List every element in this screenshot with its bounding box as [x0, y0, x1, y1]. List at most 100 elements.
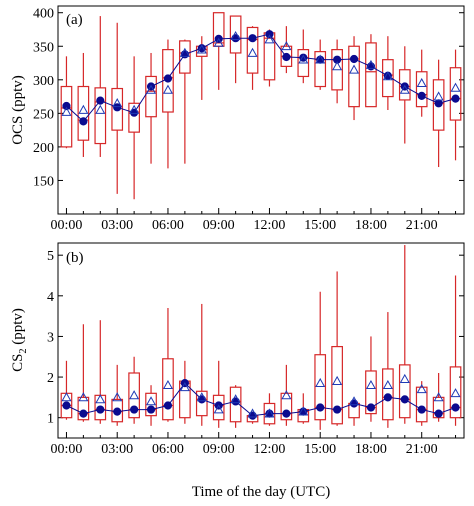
panel-b-ylabel: CS2 (pptv) — [10, 308, 29, 372]
iqr-box — [415, 71, 428, 108]
box-hour-15 — [314, 39, 327, 90]
triangle-point — [399, 373, 410, 383]
iqr-box — [382, 59, 394, 98]
box-hour-9 — [212, 12, 225, 90]
triangle-point — [162, 379, 174, 390]
triangle-point — [382, 379, 393, 390]
xtick-label: 15:00 — [304, 218, 336, 233]
box-hour-17 — [348, 36, 360, 121]
box-hour-10 — [229, 385, 242, 428]
triangle-point — [281, 390, 292, 400]
triangle-point — [95, 104, 106, 114]
xtick-label: 12:00 — [254, 218, 286, 233]
mean-point — [333, 55, 342, 64]
triangle-point — [450, 82, 461, 92]
iqr-box — [432, 79, 445, 131]
triangle-point — [61, 392, 72, 402]
triangle-point — [450, 388, 461, 398]
box-hour-3 — [111, 364, 124, 426]
box-hour-1 — [77, 324, 90, 422]
triangle-point — [281, 41, 292, 51]
triangle-point — [112, 98, 123, 108]
triangle-point — [78, 392, 89, 402]
triangle-point — [230, 394, 241, 404]
xtick-label: 06:00 — [152, 218, 184, 233]
triangle-point — [315, 54, 326, 64]
iqr-box — [179, 40, 191, 74]
triangle-point — [196, 44, 207, 54]
xtick-label: 18:00 — [355, 218, 387, 233]
panel-b-label: (b) — [66, 250, 84, 266]
mean-point — [333, 405, 342, 414]
iqr-box — [145, 392, 157, 417]
triangle-point — [433, 91, 444, 101]
iqr-box — [77, 396, 90, 421]
mean-point — [248, 34, 257, 43]
iqr-box — [382, 368, 394, 421]
iqr-box — [415, 386, 428, 423]
mean-point — [282, 52, 291, 62]
iqr-box — [365, 42, 377, 108]
panel-b-ylabel-sub: 2 — [18, 349, 29, 354]
iqr-box — [195, 390, 208, 417]
triangle-point — [382, 71, 393, 81]
box-hour-20 — [398, 46, 411, 144]
box-hour-18 — [365, 34, 377, 108]
triangle-point — [145, 396, 157, 406]
mean-point — [130, 405, 139, 414]
panel-b-frame — [57, 242, 465, 439]
box-hour-9 — [212, 360, 225, 428]
ytick-label: 3 — [47, 330, 54, 345]
triangle-point — [129, 104, 140, 114]
mean-point — [451, 403, 460, 412]
mean-line — [66, 33, 456, 123]
box-hour-0 — [60, 360, 73, 420]
xtick-label: 06:00 — [152, 442, 184, 457]
iqr-box — [365, 370, 377, 415]
triangle-point — [332, 61, 343, 71]
mean-point — [146, 405, 156, 414]
mean-point — [383, 393, 392, 402]
panel-a-xaxis: 00:00 03:00 06:00 09:00 12:00 15:00 18:00 21:00 — [51, 208, 457, 233]
ytick-label: 2 — [47, 371, 54, 386]
iqr-box — [331, 345, 343, 425]
triangle-point — [332, 375, 343, 385]
xtick-label: 21:00 — [406, 442, 438, 457]
mean-point — [417, 405, 426, 414]
triangle-point — [213, 404, 224, 414]
panel-b-xaxis: 00:00 03:00 06:00 09:00 12:00 15:00 18:00 21:00 — [51, 432, 457, 457]
panel-b-ylabel-unit: (pptv) — [10, 308, 26, 348]
box-hour-22 — [432, 59, 445, 168]
iqr-box — [314, 354, 327, 421]
mean-point — [265, 30, 274, 39]
ytick-label: 1 — [47, 412, 54, 427]
box-hour-4 — [128, 56, 140, 200]
box-hour-21 — [415, 49, 428, 117]
xtick-label: 21:00 — [406, 218, 438, 233]
box-hour-10 — [229, 15, 242, 84]
iqr-box — [60, 85, 73, 148]
mean-point — [79, 409, 88, 418]
mean-point — [113, 407, 122, 416]
iqr-box — [398, 364, 411, 419]
mean-point — [62, 101, 71, 111]
x-axis-title: Time of the day (UTC) — [192, 484, 331, 500]
iqr-box — [314, 51, 327, 88]
ytick-label: 300 — [33, 74, 54, 89]
ytick-label: 350 — [33, 40, 54, 55]
mean-point — [96, 405, 105, 414]
triangle-point — [247, 47, 258, 57]
box-hour-16 — [331, 271, 343, 426]
triangle-point — [162, 84, 174, 94]
iqr-box — [297, 49, 310, 78]
triangle-point — [230, 30, 241, 41]
box-hour-19 — [382, 312, 394, 428]
xtick-label: 09:00 — [203, 442, 235, 457]
triangle-point — [365, 59, 377, 69]
triangle-point — [129, 390, 140, 400]
mean-point — [163, 74, 173, 83]
panel-b-ylabel-main: CS — [10, 354, 26, 372]
mean-point — [282, 409, 291, 418]
iqr-box — [212, 394, 225, 421]
